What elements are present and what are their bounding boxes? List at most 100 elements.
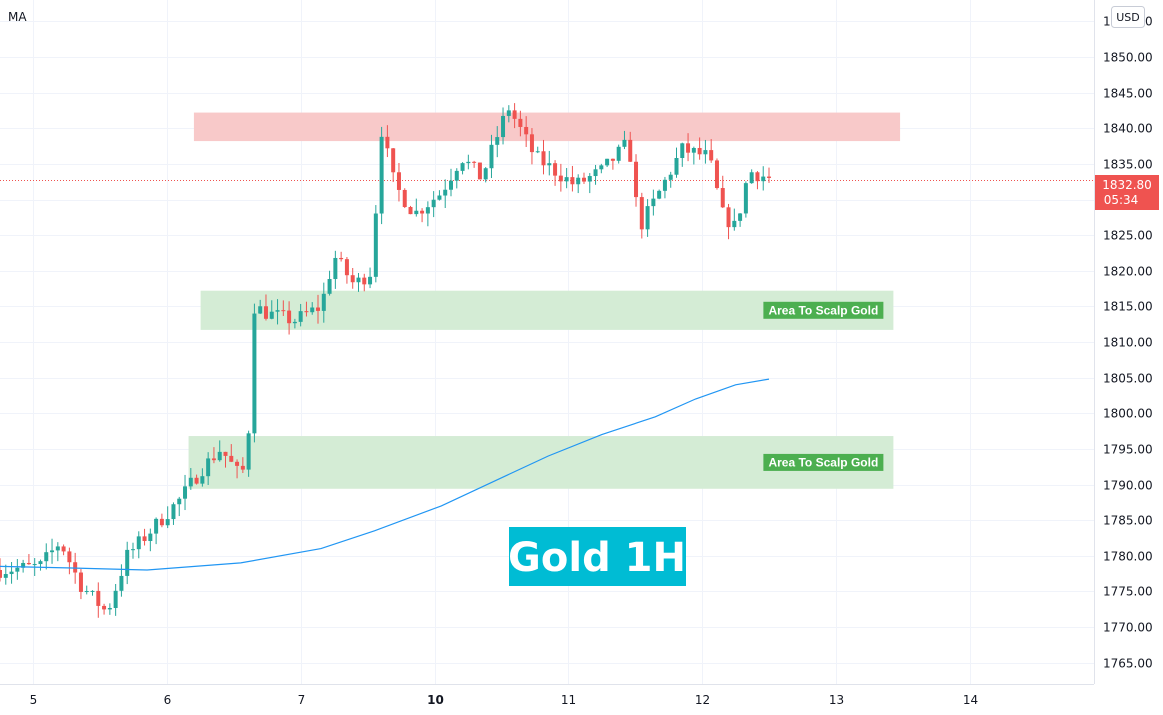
candle-body [651,198,656,207]
candle-body [709,150,714,161]
candle [599,163,604,174]
candle [547,150,552,176]
candle-body [593,169,598,177]
candle [292,318,297,329]
candle [662,176,667,199]
candle-body [130,549,135,551]
candle-body [472,161,477,163]
candle-body [21,562,26,568]
candle-body [564,177,569,182]
candle-body [298,311,303,322]
candle-body [691,147,696,153]
zone-label-text: Area To Scalp Gold [768,303,878,317]
candle-body [229,455,234,462]
price-tick-label: 1800.00 [1103,407,1153,421]
candle [622,130,627,150]
candle [263,294,268,321]
candle-body [350,275,355,283]
candle [529,128,534,165]
candle-body [67,551,72,563]
candle [576,174,581,194]
candle [159,513,164,528]
candle-body [165,519,170,526]
candle [183,474,188,511]
candle [188,468,193,490]
candle [553,160,558,186]
currency-button[interactable]: USD [1111,6,1145,28]
candle-body [558,175,563,182]
price-tick-label: 1765.00 [1103,657,1153,671]
candle-body [246,433,251,470]
candle [356,272,361,292]
indicator-label[interactable]: MA [8,10,27,24]
time-axis[interactable]: 5 6 7 10 11 12 13 14 [30,693,978,707]
candle-body [171,504,176,520]
candle-body [761,176,766,182]
candle-body [44,552,49,562]
candle-body [327,279,332,294]
candle-body [657,190,662,199]
price-tick-label: 1805.00 [1103,372,1153,386]
candle [425,201,430,227]
candle-body [316,307,321,311]
candle [275,299,280,325]
candle [130,542,135,559]
candle [709,139,714,163]
candle-body [420,210,425,214]
candle-body [720,188,725,208]
candle-body [368,276,373,285]
candle [310,302,315,315]
candle-body [726,207,731,228]
candle-body [755,172,760,182]
candle [78,569,83,600]
candle [651,189,656,216]
candle-body [674,158,679,175]
candle-body [107,607,112,610]
candle-body [489,144,494,169]
candle-body [460,163,465,171]
candle [489,134,494,179]
candle [495,126,500,158]
candle [703,139,708,164]
candle-body [159,518,164,526]
candle [269,300,274,320]
candle [107,603,112,615]
candle-body [73,562,78,573]
candle [350,267,355,289]
candle-body [749,172,754,184]
time-tick-label: 5 [30,693,38,707]
candle-body [645,206,650,230]
candle-body [235,461,240,466]
candle-body [252,313,257,434]
candle [396,162,401,202]
candle-body [263,306,268,319]
candle [84,585,89,595]
candle-body [344,259,349,276]
candle [639,192,644,239]
candle-body [553,163,558,176]
candle [339,251,344,262]
candle-body [84,591,89,593]
candle [535,146,540,154]
candle-body [501,115,506,138]
candle [570,165,575,192]
time-tick-label: 7 [298,693,306,707]
candle [281,300,286,316]
grid-lines [0,0,1094,684]
candle-body [142,536,147,542]
candle [229,444,234,463]
candle-body [102,605,107,610]
candle-body [379,136,384,214]
time-tick-label: 12 [695,693,710,707]
candle-body [240,465,245,470]
candle [558,163,563,192]
price-tick-label: 1825.00 [1103,229,1153,243]
candle [223,451,228,468]
candle [674,147,679,178]
candle-body [680,143,685,159]
title-background [509,527,686,586]
candle [605,158,610,168]
candle [466,154,471,170]
candle-body [628,139,633,162]
